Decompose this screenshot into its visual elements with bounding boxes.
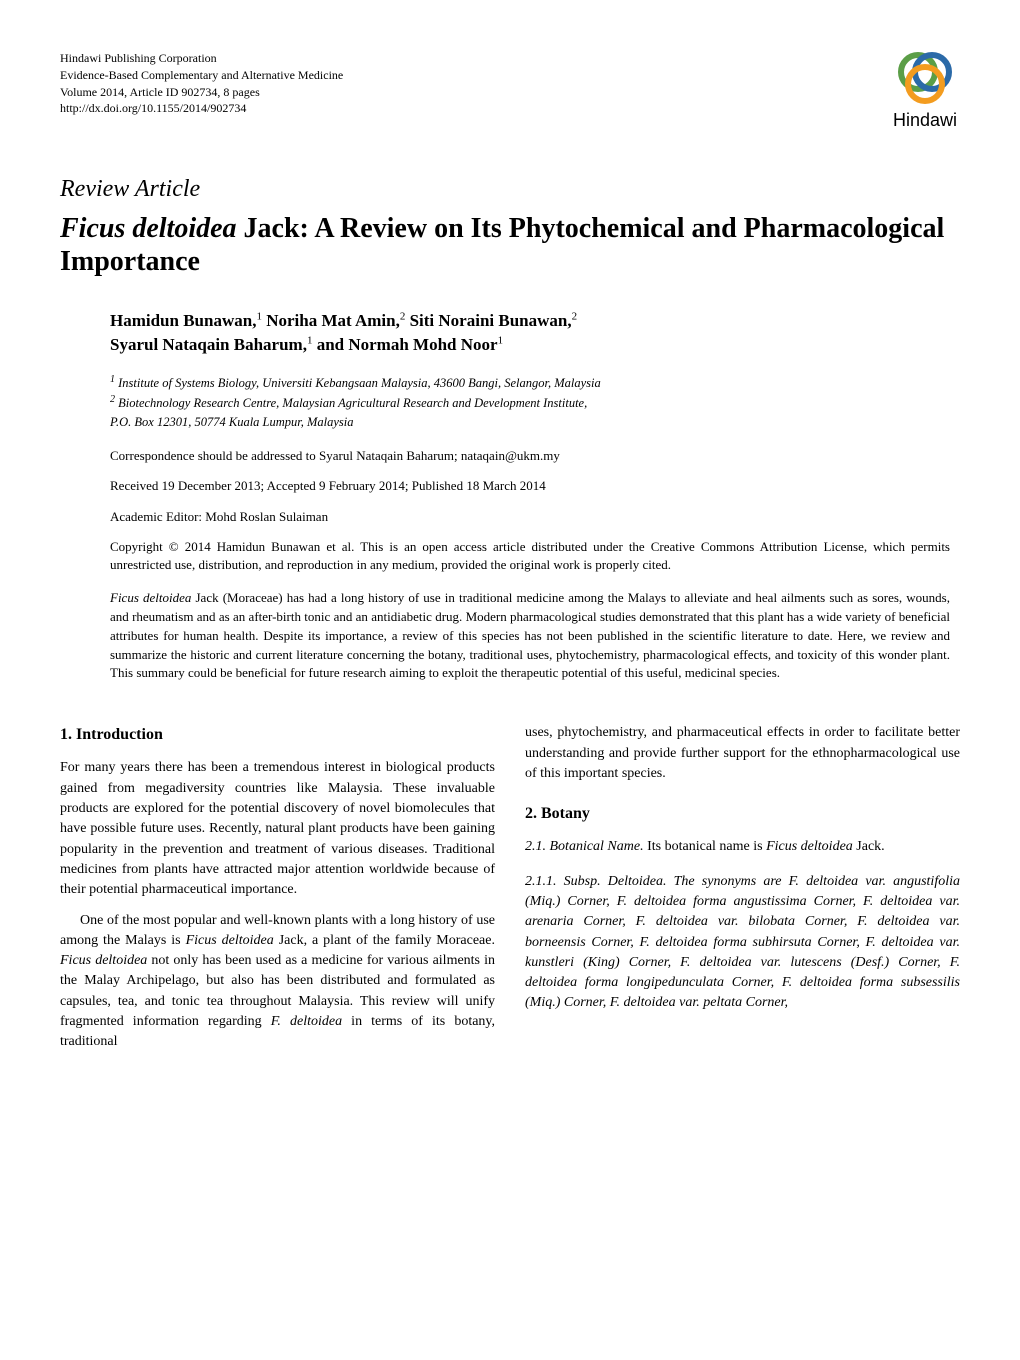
subsec-2-1-1-num: 2.1.1. Subsp. Deltoidea.	[525, 874, 666, 889]
intro-para-1: For many years there has been a tremendo…	[60, 758, 495, 900]
subsec-2-1-a: Its botanical name is	[644, 839, 766, 854]
affil-sup-3: 2	[572, 310, 578, 322]
subsec-2-1-b: Jack.	[853, 839, 885, 854]
intro-p2-species-3: F. deltoidea	[271, 1014, 342, 1029]
subsection-2-1: 2.1. Botanical Name. Its botanical name …	[525, 837, 960, 857]
col2-para-1: uses, phytochemistry, and pharmaceutical…	[525, 723, 960, 784]
affiliation-2b: P.O. Box 12301, 50774 Kuala Lumpur, Mala…	[110, 415, 354, 429]
intro-para-2: One of the most popular and well-known p…	[60, 911, 495, 1053]
journal-name: Evidence-Based Complementary and Alterna…	[60, 67, 343, 84]
author-1: Hamidun Bunawan,	[110, 311, 256, 330]
abstract: Ficus deltoidea Jack (Moraceae) has had …	[110, 589, 960, 683]
author-3: Siti Noraini Bunawan,	[405, 311, 571, 330]
authors-block: Hamidun Bunawan, 1 Noriha Mat Amin, 2 Siti…	[110, 309, 960, 357]
hindawi-logo-icon	[890, 50, 960, 105]
affiliation-2: Biotechnology Research Centre, Malaysian…	[115, 397, 587, 411]
publisher-info: Hindawi Publishing Corporation Evidence-…	[60, 50, 343, 117]
affiliations-block: 1 Institute of Systems Biology, Universi…	[110, 372, 960, 433]
article-dates: Received 19 December 2013; Accepted 9 Fe…	[110, 477, 960, 495]
author-4: Syarul Nataqain Baharum,	[110, 335, 307, 354]
academic-editor: Academic Editor: Mohd Roslan Sulaiman	[110, 508, 960, 526]
section-2-heading: 2. Botany	[525, 802, 960, 825]
body-columns: 1. Introduction For many years there has…	[60, 723, 960, 1062]
publisher-name: Hindawi Publishing Corporation	[60, 50, 343, 67]
hindawi-logo-text: Hindawi	[893, 108, 957, 133]
section-1-heading: 1. Introduction	[60, 723, 495, 746]
left-column: 1. Introduction For many years there has…	[60, 723, 495, 1062]
abstract-species: Ficus deltoidea	[110, 590, 191, 605]
affiliation-1: Institute of Systems Biology, Universiti…	[115, 376, 601, 390]
subsec-2-1-num: 2.1. Botanical Name.	[525, 839, 644, 854]
author-2: Noriha Mat Amin,	[262, 311, 400, 330]
subsec-2-1-species: Ficus deltoidea	[766, 839, 853, 854]
intro-p2-b: Jack, a plant of the family Moraceae.	[274, 933, 495, 948]
affil-sup-5: 1	[498, 334, 504, 346]
correspondence: Correspondence should be addressed to Sy…	[110, 447, 960, 465]
header-row: Hindawi Publishing Corporation Evidence-…	[60, 50, 960, 133]
article-type: Review Article	[60, 173, 960, 207]
right-column: uses, phytochemistry, and pharmaceutical…	[525, 723, 960, 1062]
article-title: Ficus deltoidea Jack: A Review on Its Ph…	[60, 212, 960, 279]
intro-p2-species-1: Ficus deltoidea	[186, 933, 274, 948]
publisher-logo: Hindawi	[890, 50, 960, 133]
doi-link: http://dx.doi.org/10.1155/2014/902734	[60, 100, 343, 117]
copyright-notice: Copyright © 2014 Hamidun Bunawan et al. …	[110, 538, 960, 574]
subsection-2-1-1: 2.1.1. Subsp. Deltoidea. The synonyms ar…	[525, 872, 960, 1014]
subsec-2-1-1-body: The synonyms are F. deltoidea var. angus…	[525, 874, 960, 1011]
title-species: Ficus deltoidea	[60, 213, 237, 244]
volume-info: Volume 2014, Article ID 902734, 8 pages	[60, 84, 343, 101]
author-5: and Normah Mohd Noor	[312, 335, 497, 354]
intro-p2-species-2: Ficus deltoidea	[60, 953, 147, 968]
abstract-text: Jack (Moraceae) has had a long history o…	[110, 590, 950, 680]
